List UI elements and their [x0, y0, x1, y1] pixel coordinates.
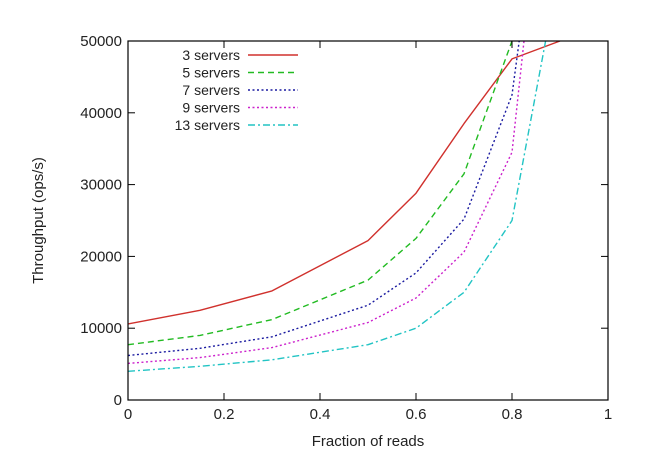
- plot-frame: [127, 40, 609, 401]
- x-tick-label: 1: [604, 406, 612, 423]
- x-tick-label: 0.8: [502, 406, 523, 423]
- y-tick-label: 40000: [80, 105, 122, 122]
- axis-ticks: 0 0.2 0.4 0.6 0.8 1 0 10000 20000 30000 40000 50000: [80, 33, 612, 423]
- legend-label: 3 servers: [182, 47, 240, 63]
- series-lines: [128, 41, 561, 372]
- x-tick-label: 0.6: [406, 406, 427, 423]
- y-tick-label: 50000: [80, 33, 122, 50]
- y-tick-label: 20000: [80, 248, 122, 265]
- x-tick-label: 0.2: [214, 406, 235, 423]
- x-tick-label: 0: [124, 406, 132, 423]
- series-line-2: [128, 41, 513, 346]
- legend-label: 7 servers: [182, 82, 240, 98]
- series-line-5: [128, 41, 547, 372]
- y-tick-label: 10000: [80, 320, 122, 337]
- legend-label: 13 servers: [175, 117, 240, 133]
- y-tick-label: 30000: [80, 177, 122, 194]
- legend-label: 9 servers: [182, 100, 240, 116]
- series-line-1: [128, 41, 561, 325]
- series-line-4: [128, 41, 525, 365]
- y-tick-label: 0: [114, 392, 122, 409]
- x-tick-label: 0.4: [310, 406, 331, 423]
- x-axis-label: Fraction of reads: [312, 433, 425, 450]
- legend-label: 5 servers: [182, 65, 240, 81]
- series-line-3: [128, 41, 520, 357]
- y-axis-label: Throughput (ops/s): [30, 157, 47, 284]
